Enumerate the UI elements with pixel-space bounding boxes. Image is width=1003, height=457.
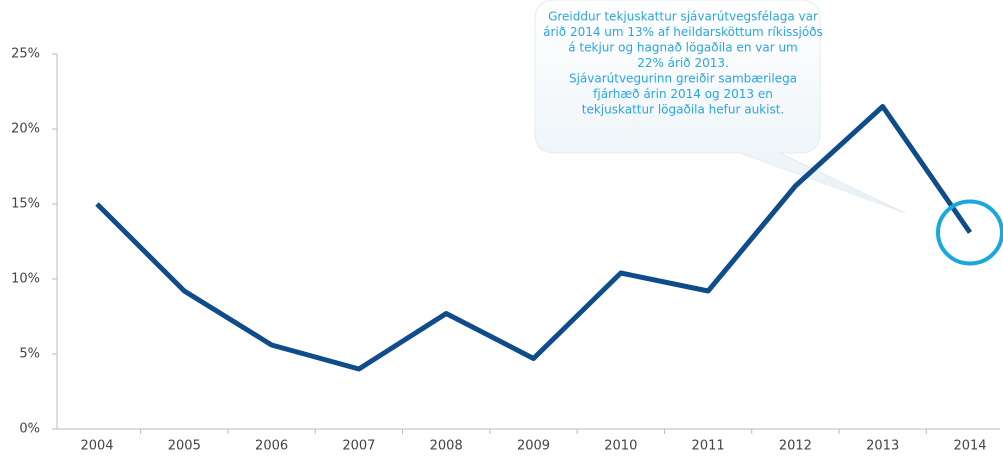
x-tick-label: 2009 xyxy=(517,439,550,454)
annotation-line: 22% árið 2013. xyxy=(637,56,729,70)
highlight-circle xyxy=(936,199,1003,266)
annotation-line: árið 2014 um 13% af heildarsköttum ríkis… xyxy=(543,25,823,39)
x-tick-label: 2013 xyxy=(866,439,899,454)
annotation-line: fjárhæð árin 2014 og 2013 en xyxy=(593,87,773,101)
y-tick-label: 5% xyxy=(19,347,40,362)
x-tick-label: 2004 xyxy=(80,439,113,454)
y-tick-label: 15% xyxy=(11,197,40,212)
y-tick-label: 0% xyxy=(19,422,40,437)
y-tick-label: 25% xyxy=(11,47,40,62)
annotation-line: á tekjur og hagnað lögaðila en var um xyxy=(568,41,797,55)
x-tick-label: 2007 xyxy=(342,439,375,454)
x-tick-label: 2006 xyxy=(255,439,288,454)
callout-bubble xyxy=(534,0,906,214)
x-tick-label: 2005 xyxy=(168,439,201,454)
y-tick-label: 10% xyxy=(11,272,40,287)
x-tick-label: 2014 xyxy=(953,439,986,454)
x-tick-label: 2011 xyxy=(692,439,725,454)
x-tick-label: 2010 xyxy=(604,439,637,454)
annotation-line: tekjuskattur lögaðila hefur aukist. xyxy=(582,103,785,117)
line xyxy=(95,104,973,372)
x-tick-label: 2008 xyxy=(430,439,463,454)
y-tick-label: 20% xyxy=(11,122,40,137)
annotation-line: Sjávarútvegurinn greiðir sambærilega xyxy=(569,72,797,86)
x-tick-label: 2012 xyxy=(779,439,812,454)
annotation-line: Greiddur tekjuskattur sjávarútvegsfélaga… xyxy=(548,10,818,24)
